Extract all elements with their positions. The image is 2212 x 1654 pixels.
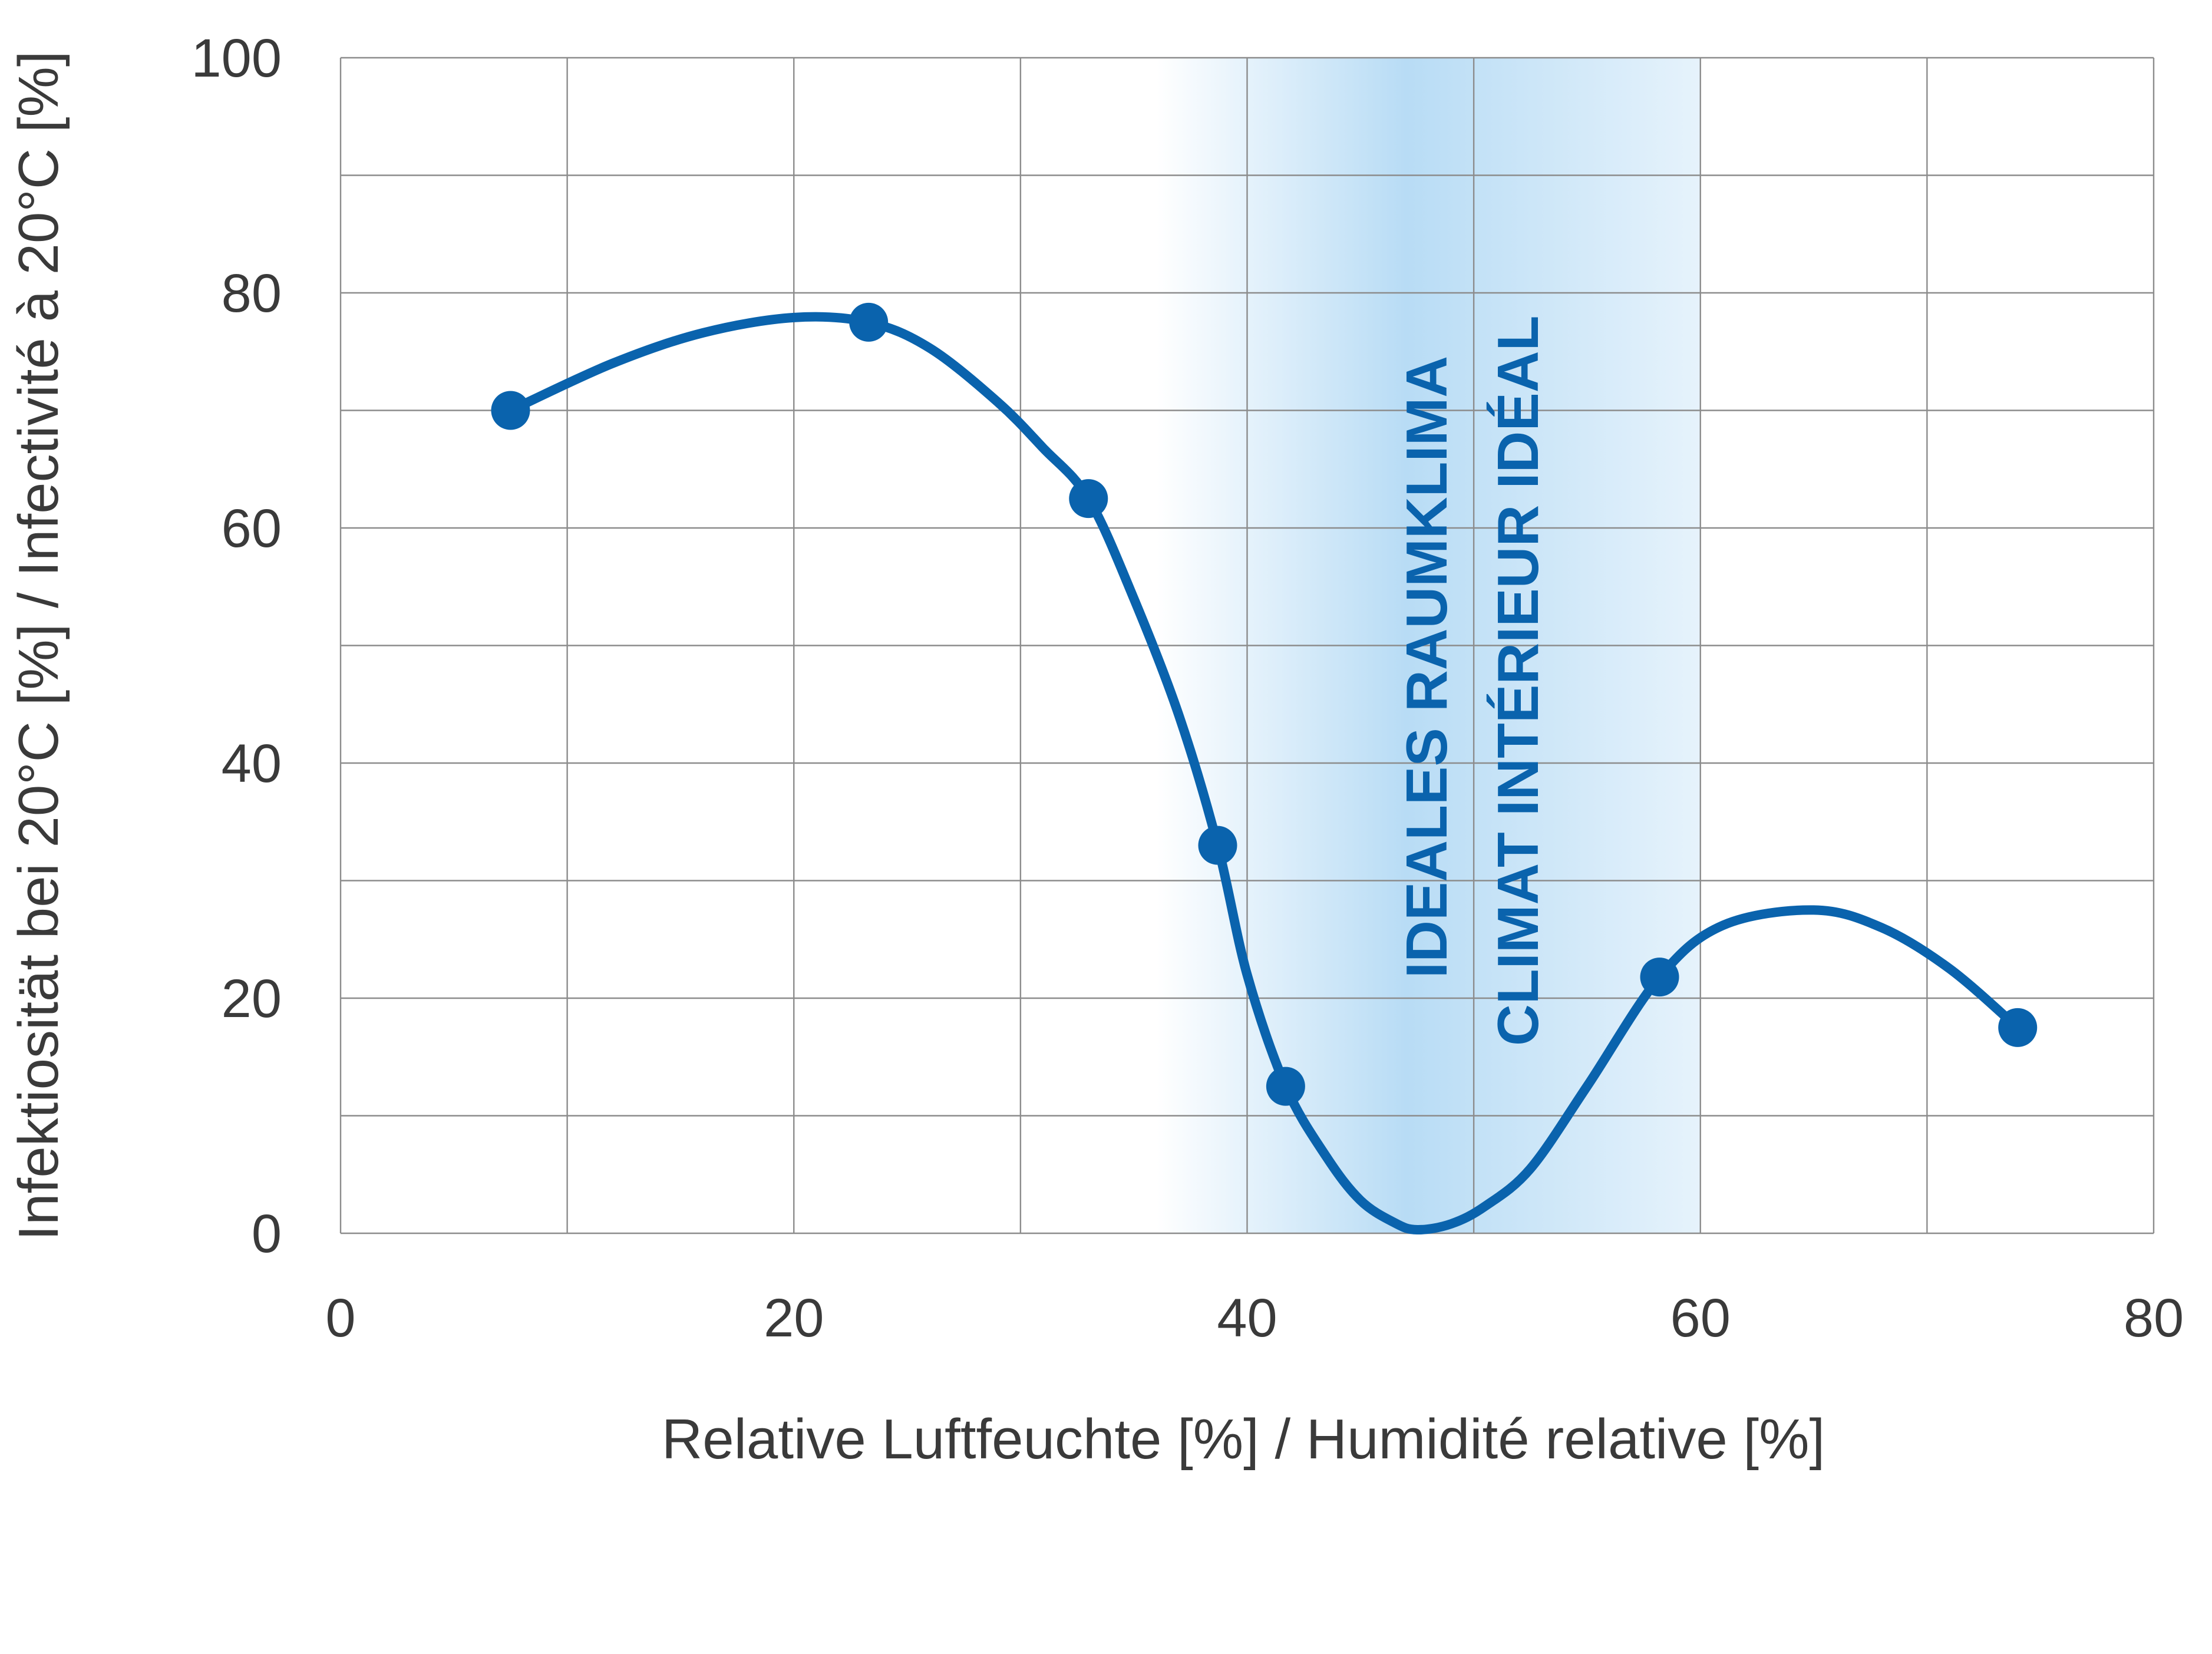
x-tick-labels: 0 20 40 60 80: [325, 1288, 2184, 1348]
data-point: [1998, 1008, 2038, 1047]
y-tick-label: 80: [222, 263, 282, 323]
x-tick-label: 60: [1670, 1288, 1731, 1348]
y-axis-title: Infektiosität bei 20°C [%] / Infectivité…: [7, 51, 70, 1240]
y-tick-labels: 0 20 40 60 80 100: [192, 28, 282, 1264]
data-point: [1069, 479, 1108, 519]
data-point: [1640, 958, 1679, 997]
data-point: [1198, 826, 1237, 865]
y-tick-label: 0: [252, 1204, 282, 1264]
series-line: [506, 312, 2023, 1235]
x-tick-label: 20: [764, 1288, 824, 1348]
x-tick-label: 40: [1217, 1288, 1277, 1348]
data-point: [1266, 1067, 1305, 1106]
series-points: [491, 302, 2038, 1106]
y-tick-label: 20: [222, 969, 282, 1029]
y-tick-label: 60: [222, 498, 282, 559]
band-label-fr: CLIMAT INTÉRIEUR IDÉAL: [1485, 316, 1550, 1046]
grid: [339, 57, 2155, 1234]
x-tick-label: 0: [325, 1288, 355, 1348]
data-point: [849, 302, 889, 342]
data-point: [491, 391, 530, 430]
y-tick-label: 40: [222, 734, 282, 794]
band-label-de: IDEALES RAUMKLIMA: [1394, 356, 1459, 978]
y-tick-label: 100: [192, 28, 282, 88]
x-axis-title: Relative Luftfeuchte [%] / Humidité rela…: [662, 1408, 1825, 1471]
x-tick-label: 80: [2124, 1288, 2184, 1348]
